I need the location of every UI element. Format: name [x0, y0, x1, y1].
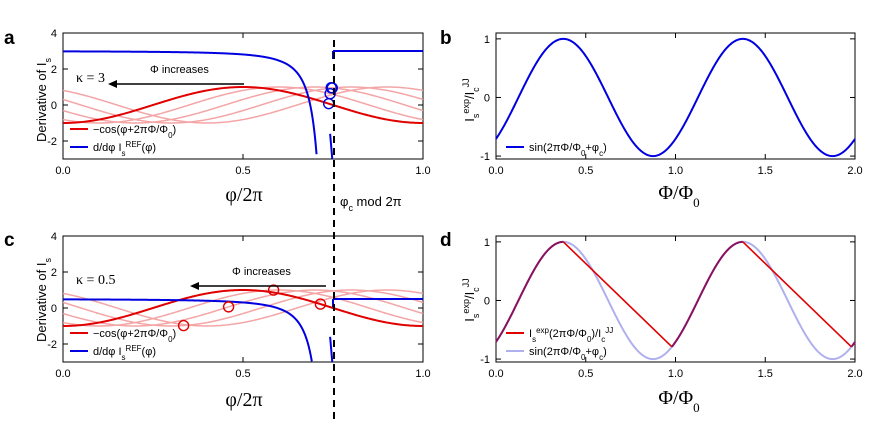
ytick-label-b-1: 0 [484, 92, 490, 104]
series-cos-c [62, 288, 424, 327]
series-ref-drop-a [329, 133, 334, 160]
series-sin-b [495, 37, 856, 158]
legend-b-label-1: sin(2πΦ/Φ0+φc) [529, 142, 607, 158]
xtick-label-a-2: 1.0 [415, 165, 430, 177]
intersection-marker-c-0 [177, 319, 190, 332]
ytick-label-c-1: 0 [51, 303, 57, 315]
intersection-marker-a-3 [326, 82, 338, 94]
panel-letter-c: c [4, 230, 15, 251]
arrow-a-head [108, 80, 117, 88]
panel-d-plot: 0.0 0.5 1.0 1.5 2.0 -1 0 1 [480, 235, 863, 380]
legend-c-label-1: −cos(φ+2πΦ/Φ0) [93, 328, 176, 344]
ytick-label-c-2: 2 [51, 267, 57, 279]
panel-letter-b: b [440, 28, 452, 49]
xtick-label-a-1: 0.5 [235, 165, 250, 177]
panel-letter-d: d [440, 230, 452, 251]
xlabel-b: Φ/Φ0 [658, 182, 699, 210]
series-exp-linear-1 [742, 241, 852, 348]
intersection-marker-a-1 [324, 88, 336, 100]
arrow-label-c: Φ increases [232, 266, 291, 278]
intersection-marker-c-2 [267, 284, 280, 296]
legend-d: Isexp(2πΦ/Φ0)/IcJJ sin(2πΦ/Φ0+φc) [506, 326, 613, 362]
panel-c-plot: 0.0 0.5 1.0 -2 0 2 4 [47, 231, 430, 380]
series-overlap-2 [850, 341, 856, 348]
xtick-label-b-3: 1.5 [758, 165, 773, 177]
xtick-label-d-4: 2.0 [847, 368, 862, 380]
kappa-label-a: κ = 3 [76, 71, 105, 86]
panel-b-plot: 0.0 0.5 1.0 1.5 2.0 -1 0 1 [480, 32, 863, 177]
arrow-c-head [190, 282, 199, 290]
xtick-label-d-2: 1.0 [668, 368, 683, 380]
series-light-a-3 [62, 86, 424, 124]
legend-c: −cos(φ+2πΦ/Φ0) d/dφ IsREF(φ) [70, 328, 176, 362]
series-overlap-0 [495, 240, 564, 343]
ylabel-b: Isexp/IcJJ [461, 78, 481, 121]
legend-d-label-1: Isexp(2πΦ/Φ0)/IcJJ [529, 326, 613, 344]
legend-c-label-2: d/dφ IsREF(φ) [93, 344, 156, 362]
series-overlap-1 [671, 240, 743, 348]
xtick-label-b-1: 0.5 [578, 165, 593, 177]
ylabel-a: Derivative of Is [34, 58, 53, 142]
series-light-c-0 [62, 289, 424, 327]
intersection-marker-c-1 [222, 301, 235, 313]
series-light-c-2 [62, 289, 424, 327]
series-light-a-0 [62, 86, 424, 124]
series-ref-left-c [62, 298, 313, 362]
legend-d-label-2: sin(2πΦ/Φ0+φc) [529, 346, 607, 362]
phi-c-label: φc mod 2π [340, 194, 402, 213]
series-ref-left-a [62, 50, 318, 155]
ytick-label-a-0: -2 [47, 136, 57, 148]
panel-letter-a: a [4, 28, 15, 49]
arrow-label-a: Φ increases [150, 64, 209, 76]
ylabel-d: Isexp/IcJJ [461, 278, 481, 321]
ytick-label-d-2: 1 [484, 237, 490, 249]
ytick-label-c-3: 4 [51, 231, 57, 243]
legend-b: sin(2πΦ/Φ0+φc) [506, 142, 607, 158]
ytick-label-a-1: 0 [51, 100, 57, 112]
ytick-label-b-2: 1 [484, 34, 490, 46]
xtick-label-a-0: 0.0 [55, 165, 70, 177]
xtick-label-c-2: 1.0 [415, 368, 430, 380]
panel-a-plot: 0.0 0.5 1.0 -2 0 2 4 [47, 28, 430, 177]
xtick-label-b-2: 1.0 [668, 165, 683, 177]
xlabel-d: Φ/Φ0 [658, 387, 699, 415]
series-light-a-2 [62, 86, 424, 124]
ylabel-c: Derivative of Is [34, 258, 53, 342]
xtick-label-b-4: 2.0 [847, 165, 862, 177]
xtick-label-d-3: 1.5 [758, 368, 773, 380]
series-ref-drop-c [329, 336, 334, 363]
xtick-label-b-0: 0.0 [488, 165, 503, 177]
ytick-label-d-1: 0 [484, 295, 490, 307]
legend-a-label-2: d/dφ IsREF(φ) [93, 140, 156, 158]
intersection-marker-c-3 [314, 298, 327, 310]
ytick-label-d-0: -1 [480, 354, 490, 366]
ytick-label-a-2: 2 [51, 64, 57, 76]
xtick-label-c-1: 0.5 [235, 368, 250, 380]
ytick-label-c-0: -2 [47, 339, 57, 351]
series-light-a-1 [62, 86, 424, 124]
xtick-label-c-0: 0.0 [55, 368, 70, 380]
ytick-label-a-3: 4 [51, 28, 57, 40]
xlabel-c: φ/2π [225, 389, 262, 411]
xtick-label-d-0: 0.0 [488, 368, 503, 380]
legend-a-label-1: −cos(φ+2πΦ/Φ0) [93, 124, 176, 140]
series-cos-a [62, 85, 424, 124]
legend-a: −cos(φ+2πΦ/Φ0) d/dφ IsREF(φ) [70, 124, 176, 158]
kappa-label-c: κ = 0.5 [76, 273, 115, 288]
series-light-c-3 [62, 289, 424, 327]
ytick-label-b-0: -1 [480, 151, 490, 163]
series-exp-linear-0 [562, 241, 673, 348]
xtick-label-d-1: 0.5 [578, 368, 593, 380]
xlabel-a: φ/2π [225, 184, 262, 206]
